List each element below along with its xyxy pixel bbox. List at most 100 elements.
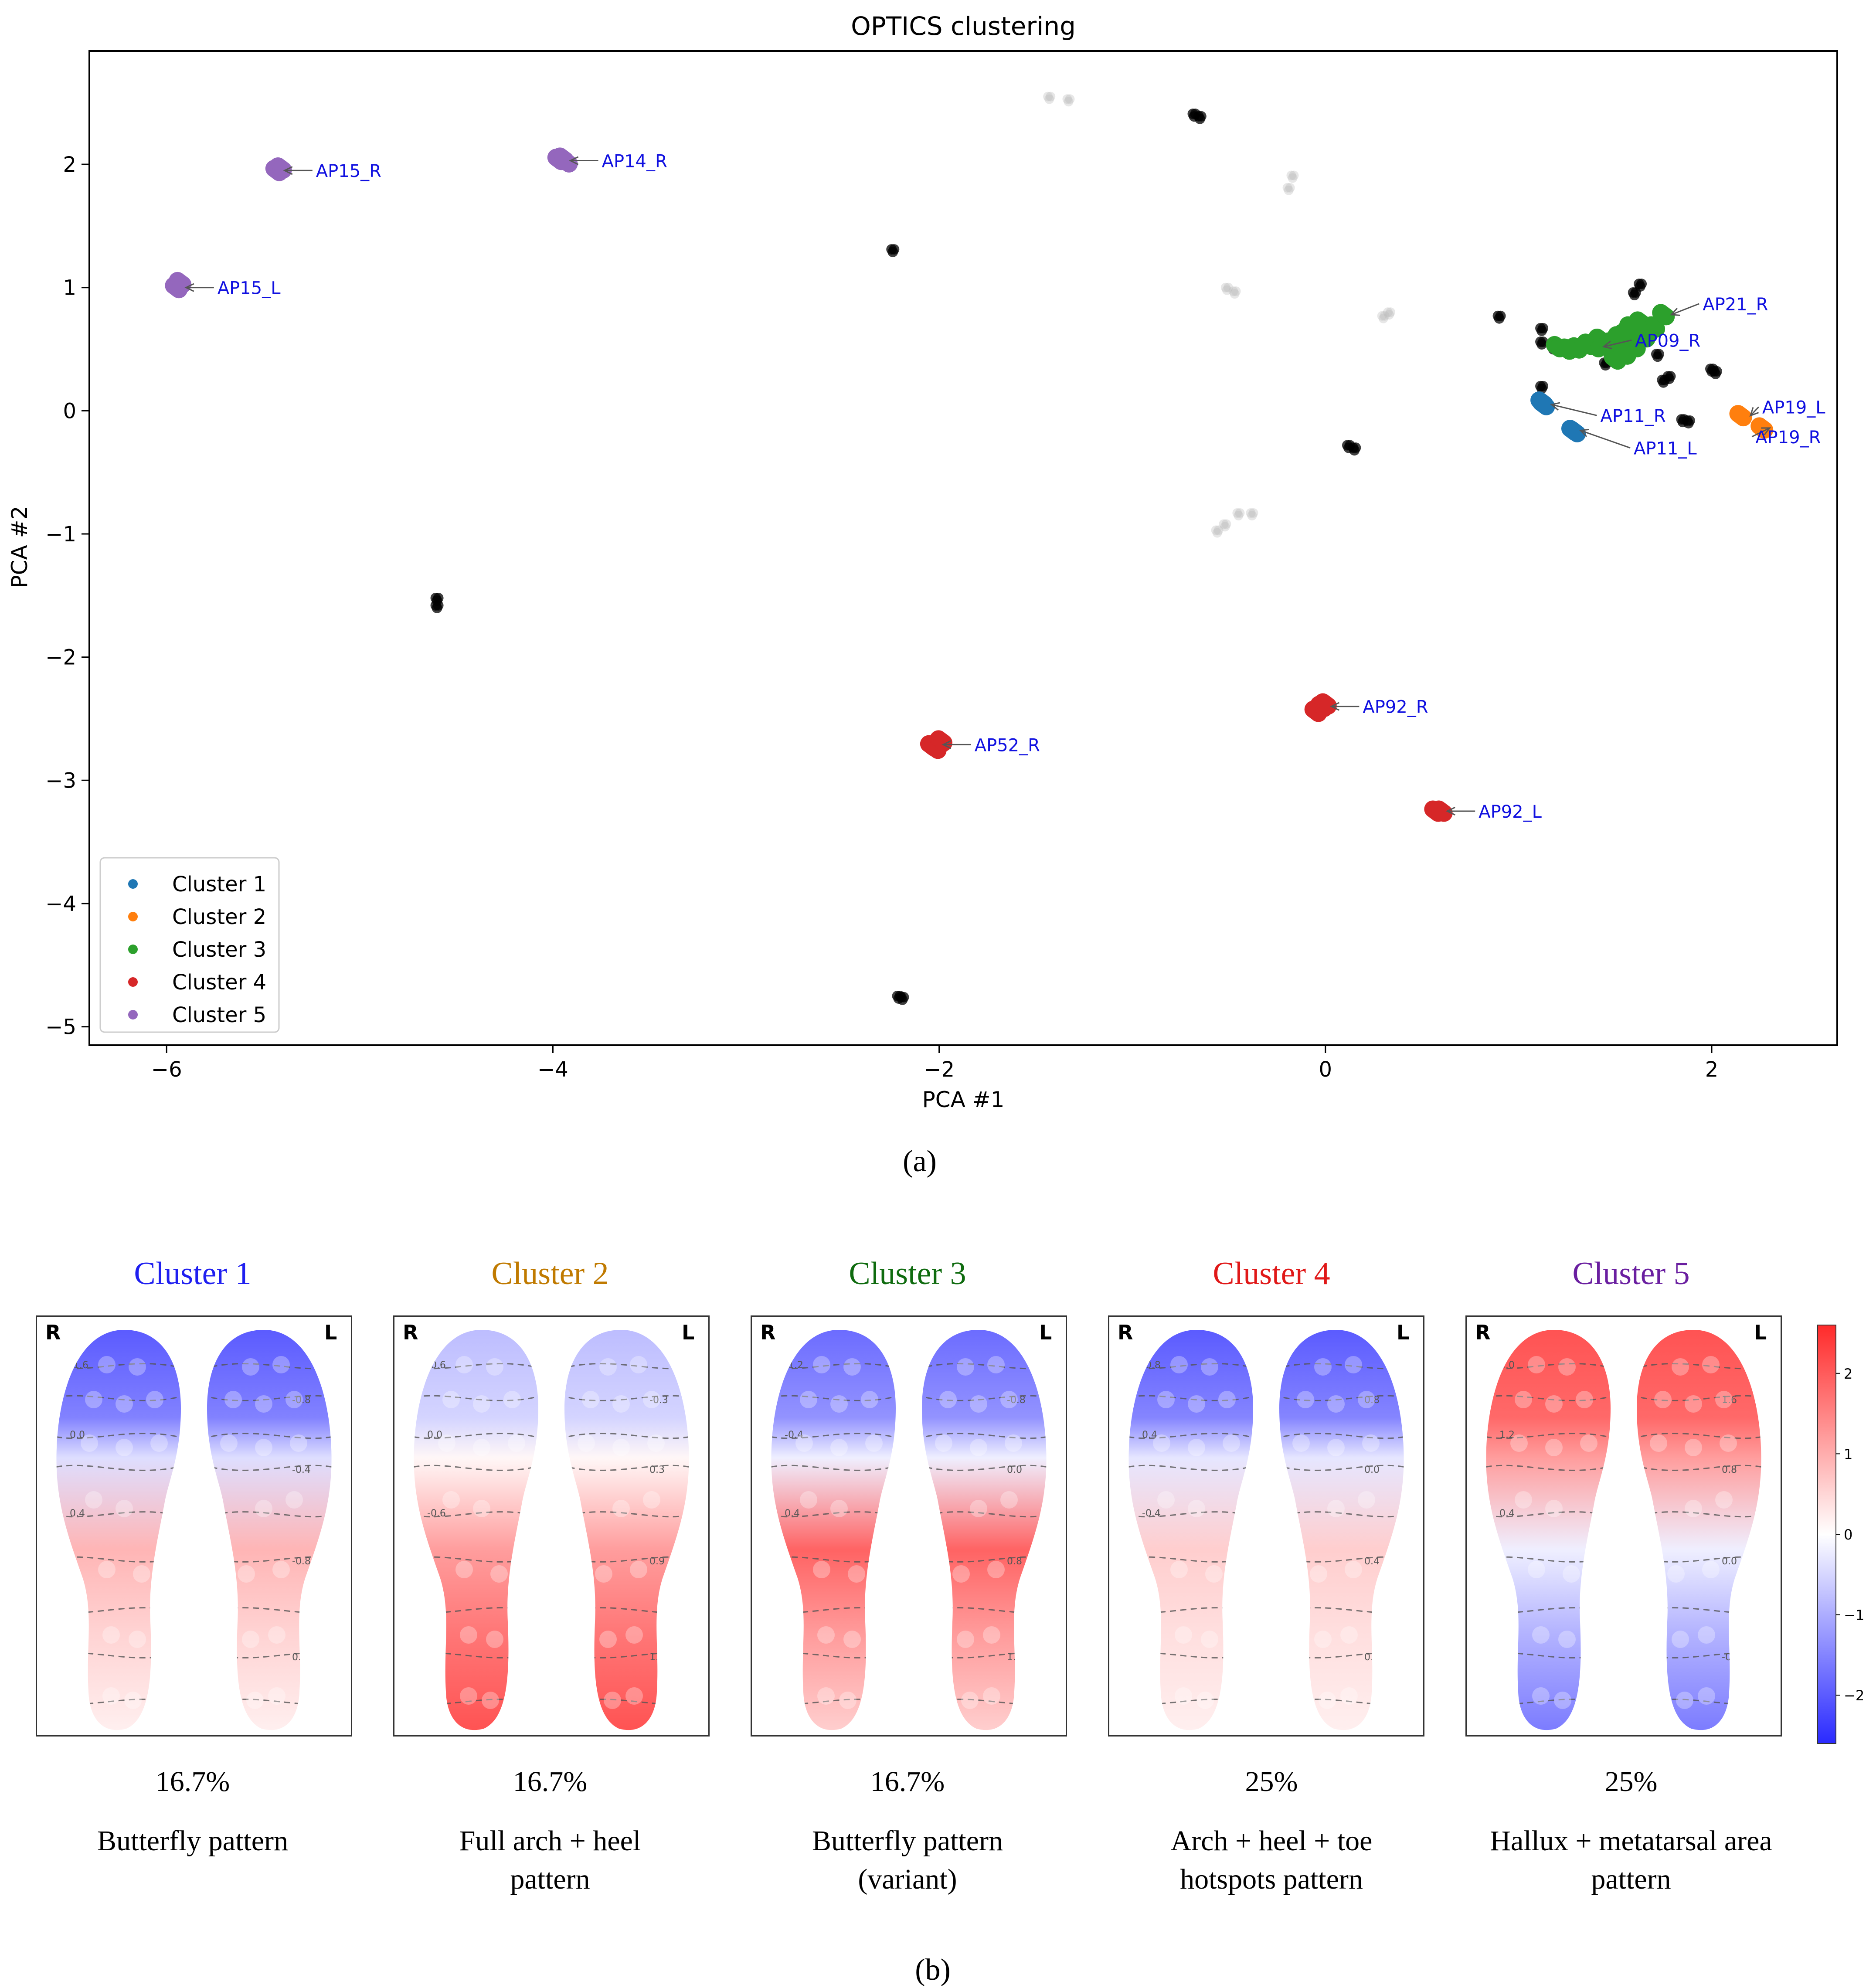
left-foot-label: L <box>1397 1321 1410 1344</box>
cluster-point-cluster-4 <box>1319 697 1337 715</box>
contour-label: 0.4 <box>1499 1508 1515 1519</box>
sensor-marker <box>482 1692 499 1709</box>
noise-point <box>1044 94 1054 104</box>
sensor-marker <box>124 1692 142 1709</box>
annotation-label: AP15_L <box>218 279 281 299</box>
sensor-marker <box>861 1391 878 1408</box>
sensor-marker <box>1292 1434 1310 1452</box>
sensor-marker <box>508 1434 525 1452</box>
contour-label: 0.0 <box>1722 1556 1737 1567</box>
contour-label: 0.0 <box>1364 1465 1380 1475</box>
sensor-marker <box>116 1395 133 1413</box>
contour-label: -1.2 <box>1499 1696 1518 1706</box>
noise-point <box>1684 415 1695 426</box>
sensor-marker <box>843 1358 861 1376</box>
contour-label: 1.5 <box>649 1652 665 1663</box>
sensor-marker <box>255 1439 272 1456</box>
cluster-description-line1: Arch + heel + toe <box>1170 1825 1373 1857</box>
foot-heatmap: 2.0 1.6 1.2 0.8 0.4 0.0 -0.4 -0.8 -1.2 <box>1486 1330 1761 1730</box>
noise-point <box>1235 508 1245 518</box>
sensor-marker <box>595 1565 612 1583</box>
contour-label: 0.0 <box>70 1430 85 1441</box>
optics-scatter-chart: OPTICS clustering −6 −4 −2 0 2−5−4−3−2−1012 … <box>7 11 1838 1112</box>
right-foot-shape <box>56 1330 181 1730</box>
contour-label: 0.4 <box>1142 1430 1157 1441</box>
sensor-marker <box>1667 1565 1685 1583</box>
colorbar-tick-label: 2 <box>1844 1366 1852 1382</box>
sensor-marker <box>98 1561 116 1578</box>
sensor-marker <box>490 1565 508 1583</box>
sensor-marker <box>1510 1434 1528 1452</box>
sensor-marker <box>643 1491 660 1509</box>
y-axis-label: PCA #2 <box>7 506 32 588</box>
cluster-description-line1: Butterfly pattern <box>812 1825 1003 1857</box>
sensor-marker <box>1345 1356 1362 1373</box>
sensor-marker <box>85 1391 102 1408</box>
sensor-marker <box>1545 1500 1563 1517</box>
noise-point <box>1248 508 1258 518</box>
contour-label: 0.8 <box>1364 1395 1380 1406</box>
noise-point <box>1285 183 1295 193</box>
foot-heatmap-box: -0.8 0.8 0.4 0.0 -0.4 0.4 -0.4 0.8 0.0 <box>1108 1315 1424 1737</box>
annotation-label: AP14_R <box>602 152 667 172</box>
noise-point <box>1384 310 1394 320</box>
noise-point <box>1538 336 1549 347</box>
cluster-point-cluster-3 <box>1590 340 1608 357</box>
right-foot-shape <box>1486 1330 1611 1730</box>
sensor-marker <box>1218 1391 1236 1408</box>
sensor-marker <box>85 1491 102 1509</box>
colorbar-tick-label: 1 <box>1844 1446 1852 1462</box>
sensor-marker <box>1201 1358 1218 1376</box>
foot-heatmap-box: 2.0 1.6 1.2 0.8 0.4 0.0 -0.4 -0.8 -1.2 <box>1465 1315 1782 1737</box>
sensor-marker <box>983 1687 1000 1705</box>
sensor-marker <box>1345 1561 1362 1578</box>
contour-label: -0.6 <box>427 1508 446 1519</box>
sensor-marker <box>830 1395 848 1413</box>
left-foot-shape <box>207 1330 332 1730</box>
noise-point <box>1232 508 1242 518</box>
sensor-marker <box>486 1358 503 1376</box>
right-foot-label: R <box>403 1321 418 1344</box>
sensor-marker <box>1528 1561 1545 1578</box>
sensor-marker <box>268 1626 286 1644</box>
legend: Cluster 1 Cluster 2 Cluster 3 Cluster 4 Clus… <box>99 857 280 1033</box>
cluster-description-line1: Hallux + metatarsal area <box>1490 1825 1772 1857</box>
contour-label: -0.3 <box>649 1395 668 1406</box>
sensor-marker <box>102 1687 120 1705</box>
sensor-marker <box>1720 1434 1737 1452</box>
y-tick-label: −5 <box>45 1015 76 1040</box>
contour-label: -1.2 <box>785 1360 803 1371</box>
noise-point <box>1065 94 1075 104</box>
sensor-marker <box>625 1687 643 1705</box>
sensor-marker <box>1157 1391 1175 1408</box>
y-tick-label: −4 <box>45 892 76 916</box>
cluster-percentage: 16.7% <box>155 1766 230 1798</box>
contour-label: 0.9 <box>649 1556 665 1567</box>
sensor-marker <box>255 1395 272 1413</box>
contour-label: 0.8 <box>1722 1465 1737 1475</box>
annotation-label: AP11_L <box>1634 439 1697 459</box>
colorbar-gradient <box>1817 1325 1836 1744</box>
sensor-marker <box>460 1687 477 1705</box>
noise-point <box>1284 185 1294 195</box>
sensor-marker <box>460 1626 477 1644</box>
cluster-points <box>165 147 1774 822</box>
sensor-marker <box>1698 1687 1715 1705</box>
noise-point <box>1350 442 1361 453</box>
sensor-marker <box>865 1434 883 1452</box>
cluster-description: Arch + heel + toe hotspots pattern <box>1088 1822 1455 1899</box>
foot-heatmap: -1.2 -0.8 -0.4 0.0 0.4 0.8 1.2 1.6 0.8 <box>771 1330 1047 1730</box>
contour-label: 0.4 <box>70 1696 85 1706</box>
sensor-marker <box>1153 1434 1170 1452</box>
noise-point <box>898 992 909 1002</box>
left-foot-shape <box>1279 1330 1404 1730</box>
noise-point <box>1289 170 1299 180</box>
sensor-marker <box>1201 1631 1218 1648</box>
x-tick-label: −2 <box>924 1057 955 1082</box>
sensor-marker <box>813 1356 830 1373</box>
sensor-marker <box>272 1561 290 1578</box>
sensor-marker <box>970 1500 987 1517</box>
cluster-percentage: 16.7% <box>870 1766 945 1798</box>
sensor-marker <box>1170 1356 1188 1373</box>
sensor-marker <box>1175 1626 1192 1644</box>
